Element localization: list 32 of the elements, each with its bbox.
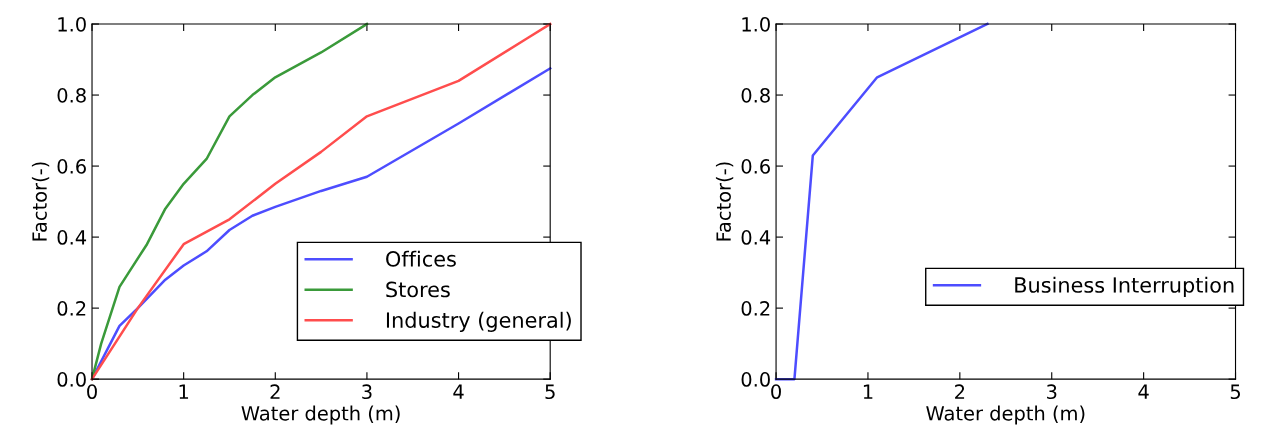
x-tick-label: 0	[87, 384, 97, 400]
y-axis-title: Factor(-)	[31, 162, 50, 241]
x-tick-label: 0	[771, 384, 781, 400]
x-tick-label: 2	[955, 384, 965, 399]
y-tick-label: 0.8	[57, 88, 86, 103]
y-tick-label: 1.0	[742, 16, 770, 32]
y-tick-label: 0.6	[741, 159, 770, 174]
y-tick-label: 1.0	[58, 16, 86, 32]
y-tick-label: 0.4	[57, 230, 87, 245]
y-tick-label: 0.0	[741, 372, 770, 387]
y-tick-label: 0.2	[741, 301, 770, 316]
x-tick-label: 4	[1138, 384, 1149, 399]
x-tick-label: 5	[1230, 384, 1241, 400]
y-axis-title: Factor(-)	[715, 162, 734, 241]
y-tick-label: 0.2	[57, 301, 86, 316]
y-tick-label: 0.8	[741, 88, 770, 103]
y-tick-label: 0.4	[741, 230, 771, 245]
x-tick-label: 5	[545, 384, 555, 400]
x-tick-label: 2	[270, 384, 280, 399]
y-tick-label: 0.0	[57, 372, 86, 387]
x-tick-label: 1	[179, 384, 189, 399]
legend-label: Stores	[386, 281, 450, 298]
legend-label: Offices	[386, 250, 456, 267]
x-tick-label: 3	[1047, 384, 1057, 400]
legend-label: Business Interruption	[1015, 276, 1234, 297]
legend-label: Industry (general)	[386, 311, 571, 332]
x-tick-label: 4	[453, 384, 464, 399]
x-axis-title: Water depth (m)	[926, 405, 1085, 425]
x-tick-label: 3	[362, 384, 372, 400]
x-tick-label: 1	[863, 384, 873, 399]
x-axis-title: Water depth (m)	[241, 405, 400, 425]
y-tick-label: 0.6	[57, 159, 86, 174]
